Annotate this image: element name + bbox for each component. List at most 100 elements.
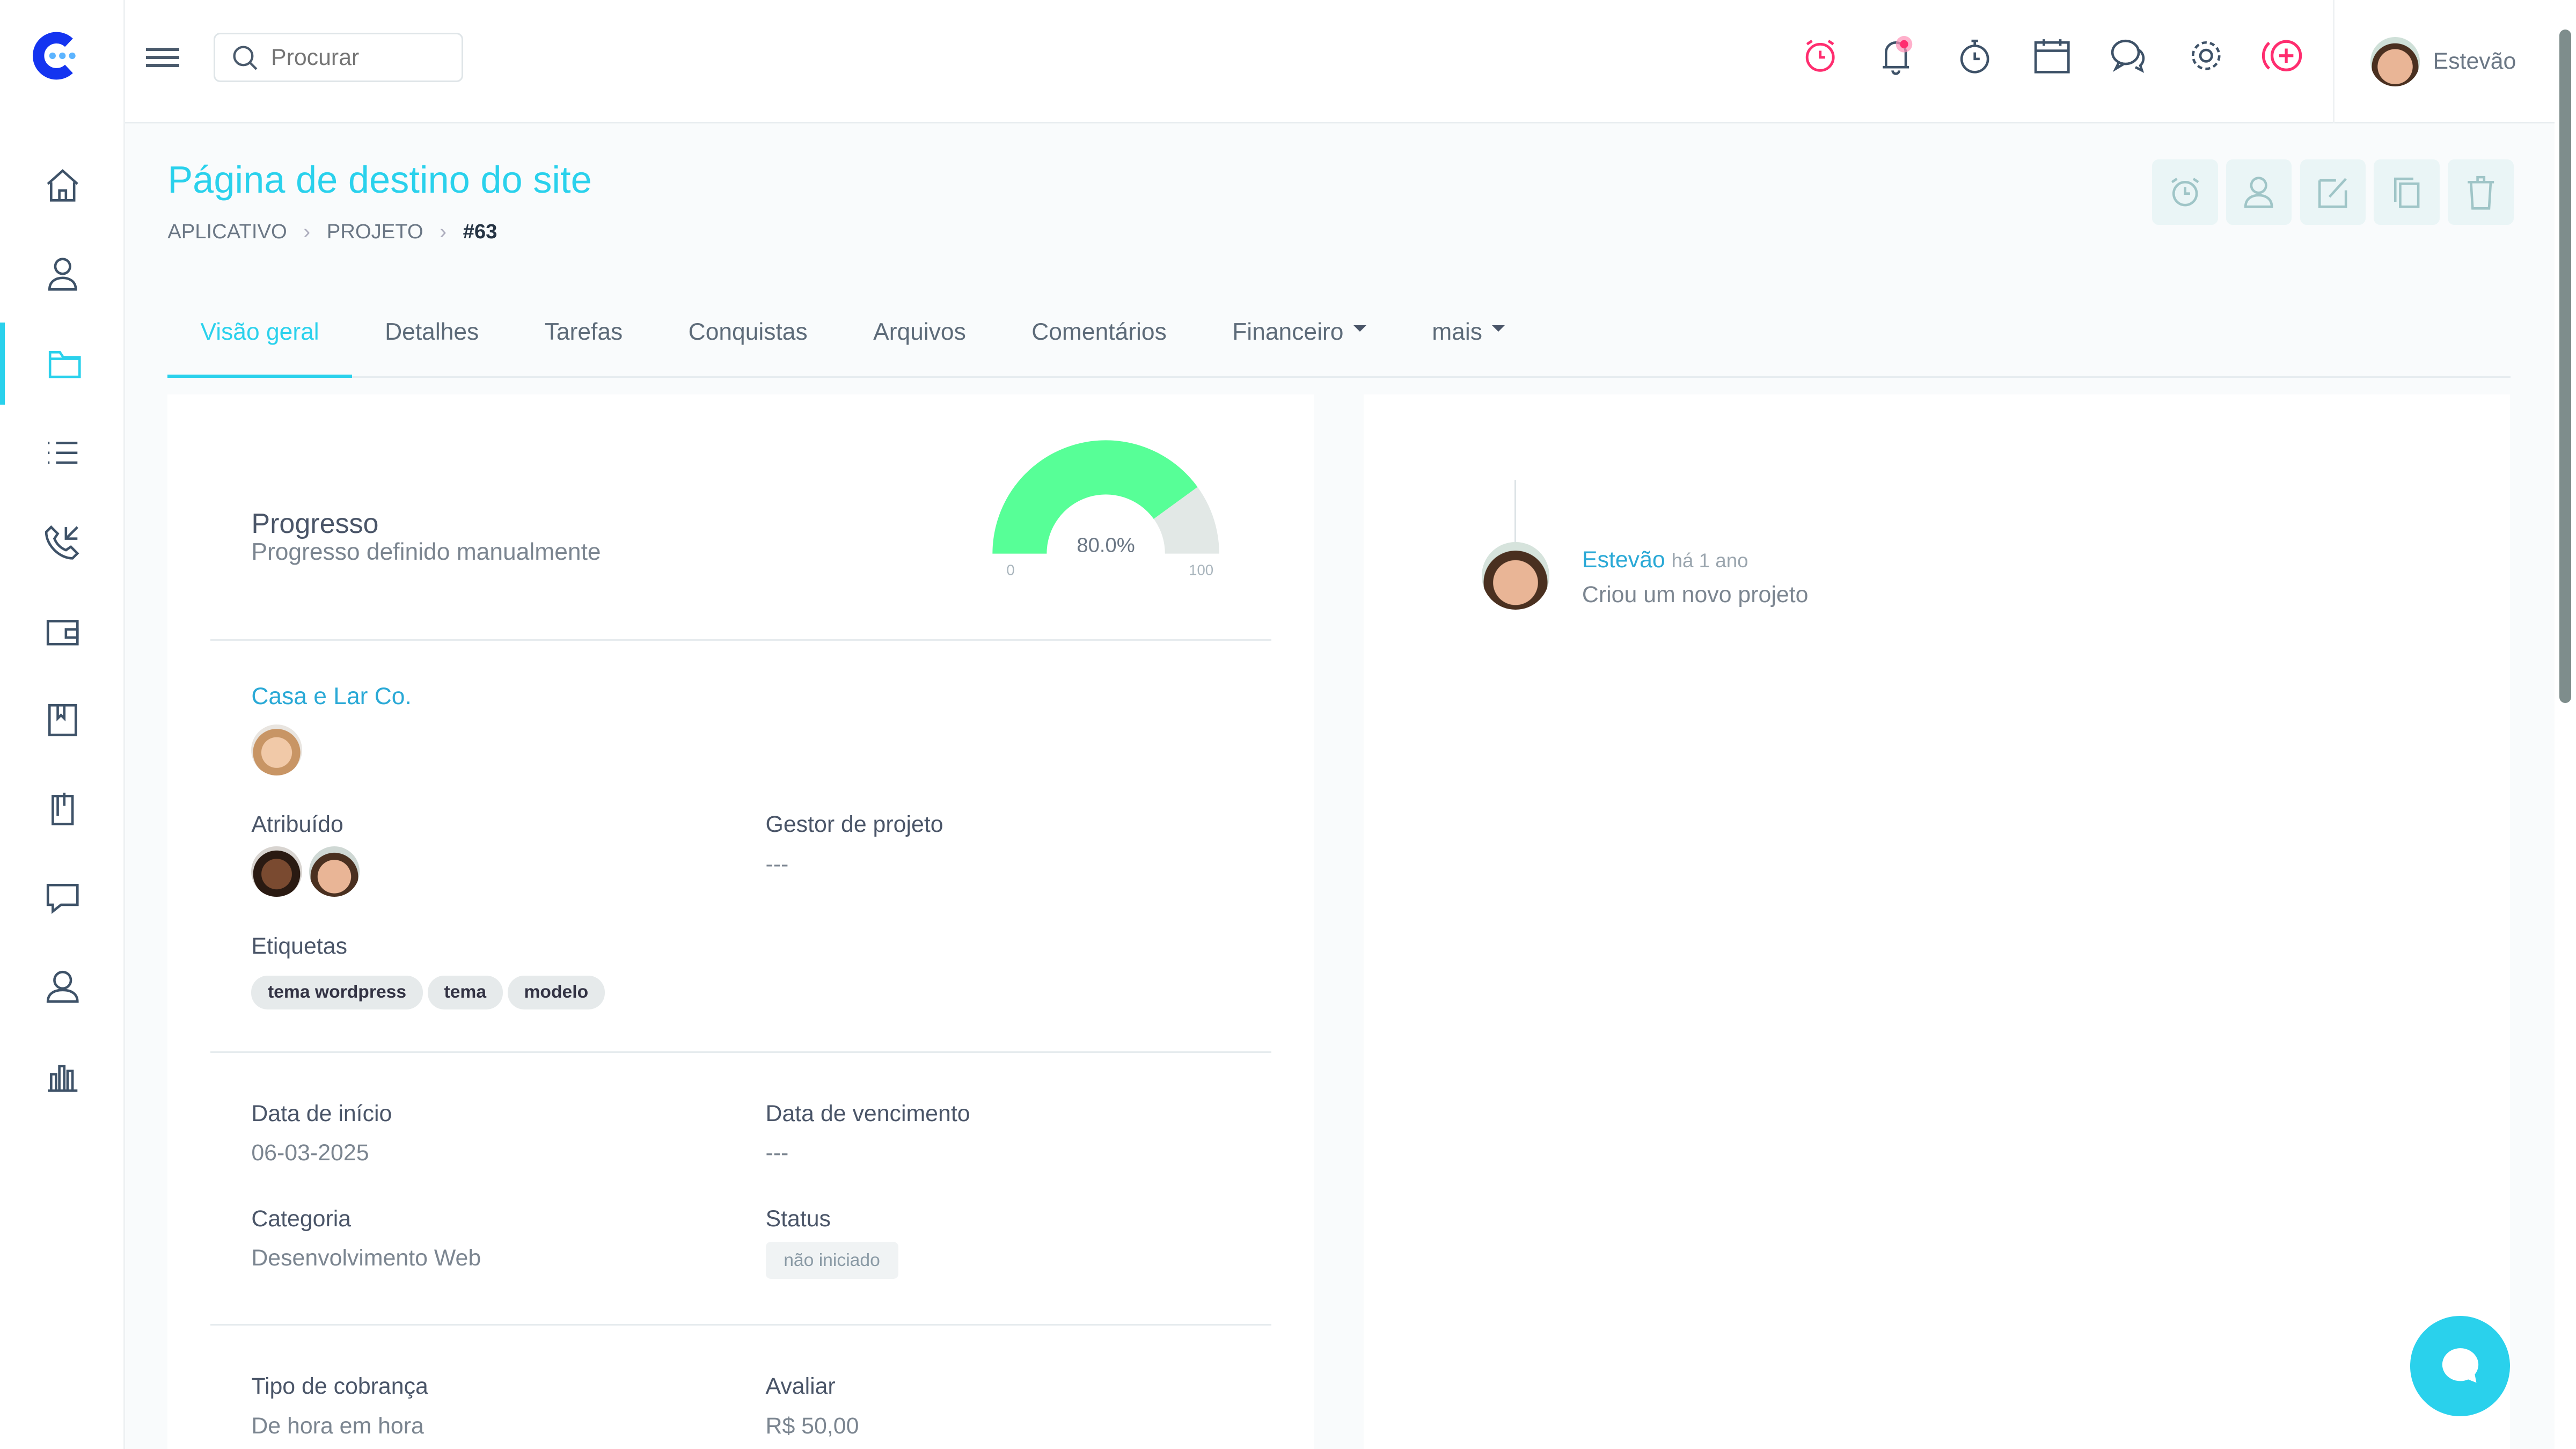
chat-bubble-icon <box>2442 1348 2479 1382</box>
gauge-max: 100 <box>1189 561 1213 578</box>
sidebar-item-home[interactable] <box>0 144 125 226</box>
message-icon <box>46 883 79 914</box>
search-icon <box>233 46 257 70</box>
tab-files[interactable]: Arquivos <box>873 318 966 345</box>
tag[interactable]: tema wordpress <box>251 976 423 1009</box>
add-circle-icon[interactable] <box>2262 33 2305 79</box>
breadcrumb-current: #63 <box>463 220 497 244</box>
billing-type-value: De hora em hora <box>251 1413 424 1439</box>
status-badge: não iniciado <box>765 1242 898 1279</box>
stopwatch-icon[interactable] <box>1953 33 1996 79</box>
calendar-icon[interactable] <box>2031 33 2074 79</box>
chart-icon <box>47 1065 77 1092</box>
activity-user-link[interactable]: Estevão <box>1582 547 1665 573</box>
caret-down-icon <box>1492 325 1505 338</box>
bell-icon[interactable] <box>1876 33 1919 79</box>
overview-card <box>167 394 1314 1449</box>
sidebar-item-phone[interactable] <box>0 501 125 583</box>
divider <box>210 639 1272 641</box>
start-date-value: 06-03-2025 <box>251 1140 369 1166</box>
sidebar-item-user[interactable] <box>0 946 125 1028</box>
edit-button[interactable] <box>2300 159 2366 225</box>
sidebar-item-chart[interactable] <box>0 1035 125 1117</box>
sidebar-item-book[interactable] <box>0 679 125 761</box>
gauge-fill <box>992 440 1198 554</box>
sidebar-item-clip[interactable] <box>0 768 125 850</box>
progress-title: Progresso <box>251 508 379 539</box>
progress-gauge: 80.0% 0 100 <box>992 440 1219 578</box>
tag[interactable]: modelo <box>507 976 605 1009</box>
activity-card <box>1363 394 2511 1449</box>
billing-type-label: Tipo de cobrança <box>251 1373 428 1400</box>
sidebar-item-wallet[interactable] <box>0 590 125 672</box>
sidebar-item-users[interactable] <box>0 233 125 316</box>
chevron-right-icon: › <box>440 220 447 244</box>
scrollbar-thumb[interactable] <box>2559 30 2571 704</box>
edit-icon <box>2318 178 2347 208</box>
gear-icon[interactable] <box>2185 33 2228 79</box>
caret-down-icon <box>1353 325 1366 338</box>
wallet-icon <box>46 619 79 646</box>
book-icon <box>48 704 77 736</box>
tab-bar: Visão geral Detalhes Tarefas Conquistas … <box>167 302 2511 378</box>
page-title: Página de destino do site <box>167 158 592 201</box>
breadcrumb: APLICATIVO › PROJETO › #63 <box>167 220 497 244</box>
tab-financial[interactable]: Financeiro <box>1199 302 1399 378</box>
top-bar: Estevão <box>0 0 2555 123</box>
divider <box>210 1324 1272 1326</box>
gauge-value: 80.0% <box>1077 534 1135 557</box>
tab-more[interactable]: mais <box>1399 302 1538 378</box>
search-input[interactable] <box>271 44 436 71</box>
manager-label: Gestor de projeto <box>765 811 943 838</box>
due-date-value: --- <box>765 1140 789 1166</box>
client-link[interactable]: Casa e Lar Co. <box>251 683 412 710</box>
activity-avatar <box>1482 542 1549 610</box>
list-icon <box>47 441 77 464</box>
chat-icon[interactable] <box>2107 33 2150 79</box>
breadcrumb-project[interactable]: PROJETO <box>326 220 423 244</box>
category-value: Desenvolvimento Web <box>251 1245 481 1271</box>
tag-list: tema wordpress tema modelo <box>251 974 610 1009</box>
breadcrumb-app[interactable]: APLICATIVO <box>167 220 287 244</box>
phone-icon <box>45 525 79 560</box>
scrollbar[interactable] <box>2555 0 2576 1449</box>
client-avatar[interactable] <box>251 724 303 775</box>
sidebar-item-list[interactable] <box>0 412 125 494</box>
copy-button[interactable] <box>2374 159 2440 225</box>
sidebar-item-message[interactable] <box>0 857 125 939</box>
assignee-avatar[interactable] <box>251 846 303 897</box>
user-icon <box>2244 177 2273 208</box>
chat-widget-button[interactable] <box>2410 1316 2511 1416</box>
tag[interactable]: tema <box>427 976 503 1009</box>
reminder-button[interactable] <box>2152 159 2218 225</box>
rate-value: R$ 50,00 <box>765 1413 859 1439</box>
assign-user-button[interactable] <box>2226 159 2292 225</box>
tab-milestones[interactable]: Conquistas <box>688 318 808 345</box>
assignee-avatar[interactable] <box>309 846 360 897</box>
search-box[interactable] <box>213 33 464 83</box>
tab-overview[interactable]: Visão geral <box>167 302 352 378</box>
user-avatar <box>2370 36 2420 86</box>
sidebar <box>0 0 125 1449</box>
copy-icon <box>2394 178 2420 208</box>
menu-toggle-button[interactable] <box>146 43 179 72</box>
reminder-alarm-icon[interactable] <box>1799 33 1842 79</box>
activity-header: Estevão há 1 ano <box>1582 547 1748 573</box>
tab-comments[interactable]: Comentários <box>1031 318 1167 345</box>
folder-icon <box>48 351 81 378</box>
divider <box>210 1051 1272 1053</box>
user-menu[interactable]: Estevão <box>2332 0 2516 123</box>
delete-button[interactable] <box>2448 159 2514 225</box>
sidebar-item-folder[interactable] <box>0 323 125 405</box>
alarm-clock-icon <box>2171 178 2199 207</box>
gauge-min: 0 <box>1006 561 1014 578</box>
tab-tasks[interactable]: Tarefas <box>544 318 623 345</box>
progress-subtitle: Progresso definido manualmente <box>251 539 601 566</box>
trash-icon <box>2467 176 2494 210</box>
timeline-line <box>1514 479 1517 543</box>
category-label: Categoria <box>251 1205 352 1232</box>
tab-details[interactable]: Detalhes <box>385 318 479 345</box>
activity-text: Criou um novo projeto <box>1582 581 1809 608</box>
app-logo <box>33 32 76 80</box>
users-icon <box>48 258 77 291</box>
